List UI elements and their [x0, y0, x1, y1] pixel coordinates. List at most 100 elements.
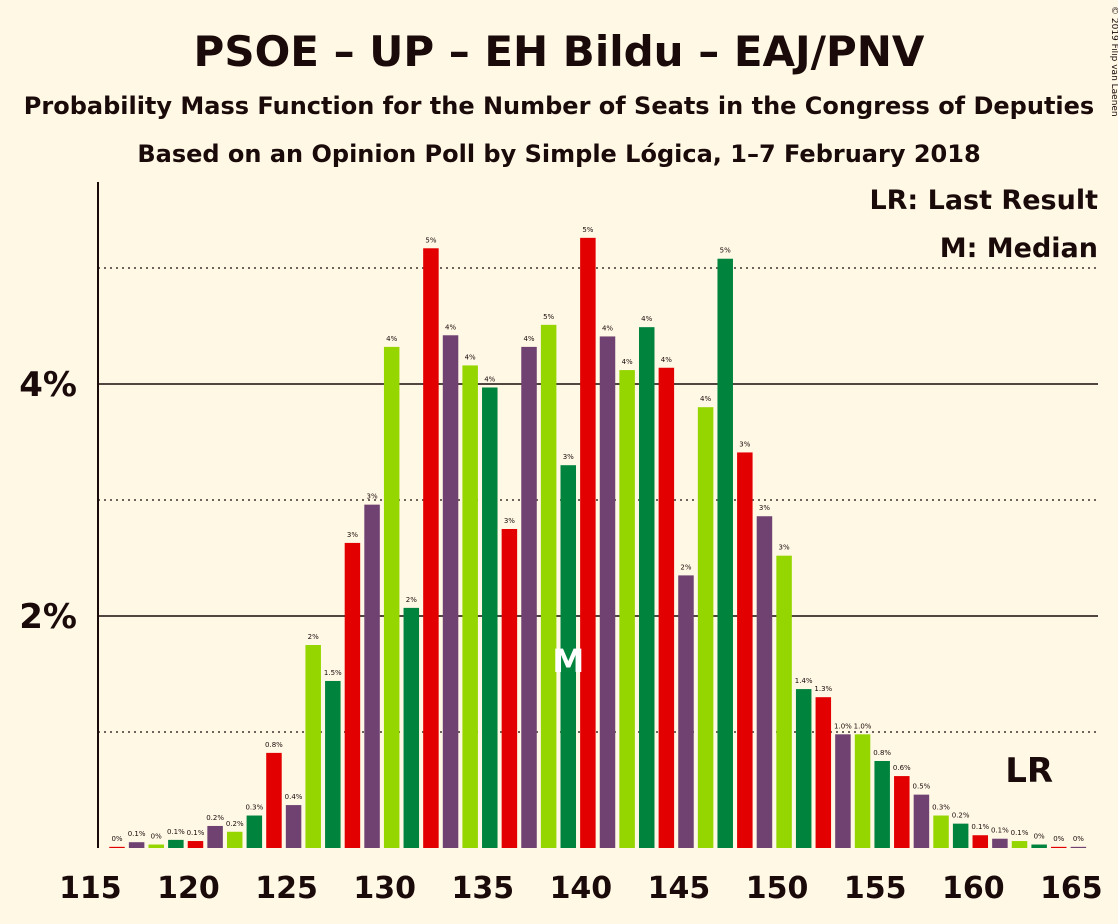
- data-label-seat-154: 1.0%: [854, 722, 872, 730]
- bar-seat-122: [226, 831, 243, 848]
- bar-seat-141: [599, 336, 616, 848]
- y-tick-label: 4%: [19, 365, 77, 405]
- data-label-seat-138: 5%: [543, 313, 554, 321]
- data-label-seat-128: 3%: [347, 531, 358, 539]
- data-label-seat-157: 0.5%: [913, 783, 931, 791]
- bar-seat-128: [344, 542, 361, 848]
- x-tick-label: 120: [157, 871, 220, 906]
- bar-seat-116: [109, 846, 125, 848]
- gridlines: [98, 267, 1098, 733]
- bar-seat-135: [482, 387, 498, 848]
- data-label-seat-120: 0.1%: [187, 829, 205, 837]
- x-tick-label: 115: [59, 871, 122, 906]
- data-label-seat-116: 0%: [111, 835, 122, 843]
- bar-seat-139: [560, 465, 577, 848]
- x-tick-label: 160: [942, 871, 1005, 906]
- data-label-seat-147: 5%: [720, 247, 731, 255]
- data-label-seat-139: 3%: [563, 453, 574, 461]
- data-label-seat-137: 4%: [523, 335, 534, 343]
- data-label-seat-144: 4%: [661, 356, 672, 364]
- bar-seat-138: [540, 324, 557, 849]
- data-label-seat-162: 0.1%: [1011, 829, 1029, 837]
- data-label-seat-164: 0%: [1053, 835, 1064, 843]
- data-label-seat-152: 1.3%: [814, 685, 832, 693]
- data-label-seat-151: 1.4%: [795, 677, 813, 685]
- data-label-seat-146: 4%: [700, 395, 711, 403]
- data-label-seat-150: 3%: [779, 544, 790, 552]
- median-marker: M: [552, 642, 584, 680]
- data-label-seat-135: 4%: [484, 375, 495, 383]
- legend-median: M: Median: [940, 233, 1098, 264]
- y-axis-ticks: 2% 4%: [19, 365, 77, 637]
- data-label-seat-156: 0.6%: [893, 764, 911, 772]
- y-tick-label: 2%: [19, 597, 77, 637]
- data-label-seat-142: 4%: [622, 358, 633, 366]
- data-label-seat-130: 4%: [386, 335, 397, 343]
- bar-seat-132: [423, 248, 439, 848]
- bar-seat-120: [187, 841, 204, 848]
- data-label-seat-126: 2%: [308, 633, 319, 641]
- data-label-seat-159: 0.2%: [952, 812, 970, 820]
- bar-seat-164: [1051, 846, 1067, 848]
- x-tick-label: 150: [746, 871, 809, 906]
- bar-seat-140: [580, 237, 596, 849]
- bar-seat-127: [325, 680, 341, 848]
- data-label-seat-131: 2%: [406, 596, 417, 604]
- chart-subtitle: Probability Mass Function for the Number…: [24, 92, 1094, 120]
- data-label-seat-163: 0%: [1034, 833, 1045, 841]
- data-label-seat-122: 0.2%: [226, 820, 244, 828]
- x-tick-label: 135: [451, 871, 514, 906]
- data-label-seat-133: 4%: [445, 323, 456, 331]
- bar-seat-160: [972, 835, 989, 848]
- bar-seat-163: [1031, 844, 1047, 848]
- data-label-seat-148: 3%: [739, 440, 750, 448]
- data-labels-group: 0%0.1% 0%0.1% 0.1%0.2%0.2%0.3%0.8%0.4%2%1.…: [111, 226, 1084, 843]
- data-label-seat-134: 4%: [465, 353, 476, 361]
- bar-seat-162: [1011, 841, 1028, 848]
- bar-seat-152: [815, 697, 832, 848]
- data-label-seat-140: 5%: [582, 226, 593, 234]
- bar-seat-125: [285, 805, 302, 848]
- bar-seat-146: [697, 407, 714, 848]
- bar-seat-126: [305, 645, 321, 848]
- bar-seat-133: [442, 335, 459, 848]
- legend-last-result: LR: Last Result: [869, 185, 1098, 216]
- data-label-seat-117: 0.1%: [128, 830, 146, 838]
- bar-seat-165: [1070, 846, 1087, 848]
- bar-seat-150: [776, 555, 792, 848]
- bar-seat-134: [462, 365, 478, 848]
- chart-title: PSOE – UP – EH Bildu – EAJ/PNV: [194, 27, 925, 76]
- data-label-seat-161: 0.1%: [991, 827, 1009, 835]
- bar-seat-145: [678, 575, 694, 848]
- x-tick-label: 155: [844, 871, 907, 906]
- bar-seat-142: [619, 370, 635, 848]
- x-axis-ticks: 115 120 125 130 135 140 145 150 155 160 165: [59, 871, 1103, 906]
- x-tick-label: 145: [648, 871, 711, 906]
- bar-seat-153: [835, 734, 851, 848]
- data-label-seat-119: 0.1%: [167, 828, 185, 836]
- x-tick-label: 130: [353, 871, 416, 906]
- bar-seat-161: [992, 838, 1008, 848]
- bar-seat-154: [854, 734, 871, 848]
- data-label-seat-158: 0.3%: [932, 804, 950, 812]
- data-label-seat-123: 0.3%: [245, 804, 263, 812]
- bar-seat-121: [207, 825, 223, 848]
- bar-seat-148: [737, 452, 753, 848]
- data-label-seat-129: 3%: [367, 493, 378, 501]
- data-label-seat-165: 0%: [1073, 835, 1084, 843]
- bar-seat-137: [521, 346, 537, 848]
- bar-seat-149: [756, 516, 773, 848]
- data-label-seat-124: 0.8%: [265, 741, 283, 749]
- data-label-seat-145: 2%: [680, 563, 691, 571]
- data-label-seat-153: 1.0%: [834, 722, 852, 730]
- data-label-seat-160: 0.1%: [971, 823, 989, 831]
- data-label-seat-136: 3%: [504, 517, 515, 525]
- data-label-seat-121: 0.2%: [206, 814, 224, 822]
- data-label-seat-127: 1.5%: [324, 669, 342, 677]
- bar-seat-124: [266, 752, 282, 848]
- data-label-seat-141: 4%: [602, 324, 613, 332]
- bar-seat-117: [128, 842, 145, 848]
- bar-seat-159: [952, 823, 969, 848]
- data-label-seat-132: 5%: [425, 236, 436, 244]
